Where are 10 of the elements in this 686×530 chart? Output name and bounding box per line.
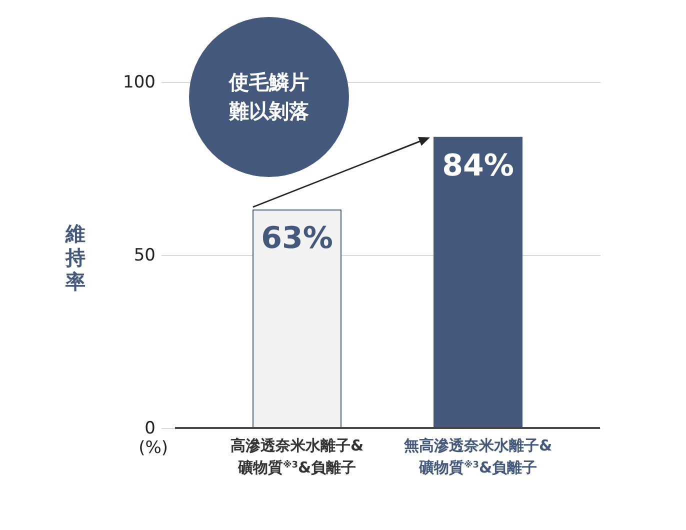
text: (%) xyxy=(138,438,168,458)
y-tick-label: 0 xyxy=(144,418,156,438)
annotation: 使毛鱗片難以剝落 xyxy=(228,69,310,125)
x-tick-label: 高滲透奈米水離子&礦物質$^{※3}$&負離子 xyxy=(230,436,364,476)
y-tick-label: 50 xyxy=(134,246,156,266)
x-tick-label: 無高滲透奈米水離子&礦物質$^{※3}$&負離子 xyxy=(402,436,552,476)
y-axis-title: 維持率 xyxy=(64,222,86,294)
y-tick-label: 100 xyxy=(123,72,156,92)
data-label: 63% xyxy=(261,221,333,256)
data-label: 84% xyxy=(442,148,514,184)
